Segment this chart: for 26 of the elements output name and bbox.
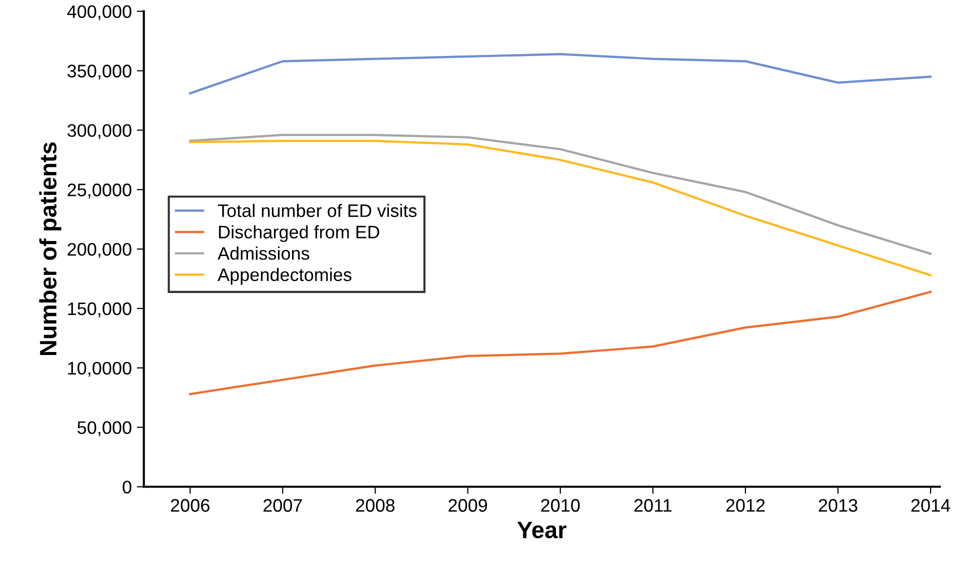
x-tick-label: 2009 [448,499,488,512]
y-tick-label: 300,000 [67,124,132,140]
y-tick-label: 200,000 [68,242,132,258]
x-axis-title: Year [517,522,566,538]
legend-label: Admissions [218,246,310,260]
legend-label: Appendectomies [218,268,352,285]
y-tick-label: 25,0000 [68,184,132,198]
x-tick-label: 2006 [170,499,210,512]
legend-label: Total number of ED visits [218,204,417,218]
y-tick-label: 0 [122,480,132,494]
x-tick-label: 2008 [356,499,395,512]
line-series [189,53,932,94]
x-tick-label: 2010 [541,499,580,512]
legend-label: Discharged from ED [219,225,380,242]
y-tick-label: 50,000 [78,421,132,436]
y-tick-label: 10,0000 [68,362,132,377]
x-tick-label: 2007 [264,499,302,512]
x-tick-label: 2013 [818,499,858,512]
x-tick-label: 2014 [911,499,950,512]
x-tick-label: 2012 [726,499,765,512]
y-tick-label: 350,000 [67,64,132,80]
y-tick-label: 150,000 [68,302,132,318]
y-axis-title: Number of patients [39,142,62,356]
line-series [189,290,932,396]
y-tick-label: 400,000 [67,5,132,20]
x-tick-label: 2011 [634,499,672,512]
